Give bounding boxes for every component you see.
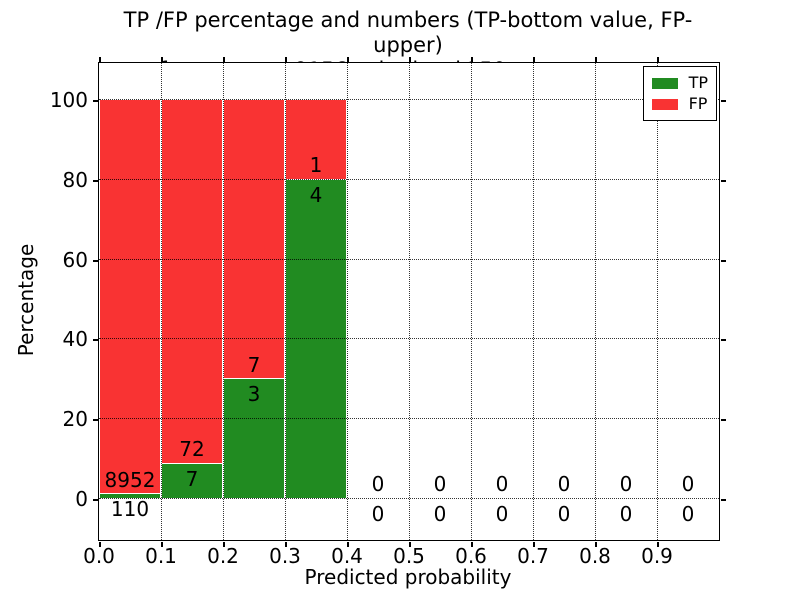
x-tick-top-0.7 — [533, 57, 535, 62]
fp-count-label-8: 0 — [619, 472, 633, 496]
grid-line-x-0.5 — [409, 63, 410, 540]
grid-line-x-0.2 — [223, 63, 224, 540]
x-axis-label: Predicted probability — [304, 565, 512, 589]
bar-tp-0 — [99, 493, 161, 498]
x-tick-label: 0.6 — [455, 544, 487, 568]
y-tick-left-40 — [93, 339, 98, 341]
x-tick-label: 0.1 — [145, 544, 177, 568]
legend: TP FP — [642, 66, 717, 121]
grid-line-x-0.9 — [657, 63, 658, 540]
tp-count-label-8: 0 — [619, 502, 633, 526]
x-tick-bottom-0.6 — [471, 542, 473, 547]
x-tick-label: 0.8 — [579, 544, 611, 568]
x-tick-top-0.4 — [347, 57, 349, 62]
y-tick-left-0 — [93, 499, 98, 501]
grid-line-x-0.7 — [533, 63, 534, 540]
x-tick-label: 0.0 — [83, 544, 115, 568]
legend-item-fp: FP — [651, 94, 708, 113]
fp-count-label-2: 7 — [247, 353, 261, 377]
legend-swatch-fp-icon — [651, 98, 678, 110]
x-tick-top-0.9 — [657, 57, 659, 62]
x-tick-bottom-0.0 — [99, 542, 101, 547]
x-tick-top-0.0 — [99, 57, 101, 62]
x-tick-bottom-0.5 — [409, 542, 411, 547]
chart-title-line1: TP /FP percentage and numbers (TP-bottom… — [123, 8, 693, 57]
x-tick-bottom-0.2 — [223, 542, 225, 547]
x-tick-bottom-0.1 — [161, 542, 163, 547]
tp-count-label-1: 7 — [185, 467, 199, 491]
grid-line-x-0.4 — [347, 63, 348, 540]
y-tick-right-40 — [721, 339, 726, 341]
x-tick-label: 0.7 — [517, 544, 549, 568]
fp-count-label-4: 0 — [371, 472, 385, 496]
grid-line-x-0.1 — [161, 63, 162, 540]
y-tick-left-20 — [93, 419, 98, 421]
fp-count-label-0: 8952 — [104, 468, 156, 492]
y-tick-right-60 — [721, 260, 726, 262]
x-tick-top-0.5 — [409, 57, 411, 62]
fp-count-label-3: 1 — [309, 153, 323, 177]
y-tick-label: 40 — [62, 327, 88, 351]
bar-fp-2 — [223, 99, 285, 378]
tp-count-label-2: 3 — [247, 382, 261, 406]
x-tick-top-0.8 — [595, 57, 597, 62]
legend-item-tp: TP — [651, 73, 708, 92]
x-tick-top-0.3 — [285, 57, 287, 62]
y-tick-label: 100 — [49, 88, 88, 112]
tp-count-label-9: 0 — [681, 502, 695, 526]
x-tick-top-0.6 — [471, 57, 473, 62]
fp-count-label-7: 0 — [557, 472, 571, 496]
tp-count-label-3: 4 — [309, 183, 323, 207]
x-tick-bottom-0.9 — [657, 542, 659, 547]
tp-count-label-5: 0 — [433, 502, 447, 526]
grid-line-x-0.6 — [471, 63, 472, 540]
y-tick-right-80 — [721, 180, 726, 182]
bar-tp-1 — [161, 463, 223, 498]
legend-swatch-tp-icon — [651, 77, 678, 89]
grid-line-x-0.3 — [285, 63, 286, 540]
fp-count-label-6: 0 — [495, 472, 509, 496]
x-tick-bottom-0.3 — [285, 542, 287, 547]
y-tick-left-100 — [93, 100, 98, 102]
x-tick-label: 0.3 — [269, 544, 301, 568]
tp-count-label-4: 0 — [371, 502, 385, 526]
y-tick-left-80 — [93, 180, 98, 182]
x-tick-label: 0.5 — [393, 544, 425, 568]
x-tick-bottom-0.8 — [595, 542, 597, 547]
fp-count-label-9: 0 — [681, 472, 695, 496]
x-tick-label: 0.9 — [641, 544, 673, 568]
x-tick-top-0.2 — [223, 57, 225, 62]
y-tick-label: 60 — [62, 248, 88, 272]
x-tick-label: 0.2 — [207, 544, 239, 568]
x-tick-bottom-0.4 — [347, 542, 349, 547]
tp-count-label-0: 110 — [110, 497, 150, 521]
legend-label-fp: FP — [688, 94, 708, 113]
x-tick-bottom-0.7 — [533, 542, 535, 547]
fp-count-label-1: 72 — [179, 437, 205, 461]
x-tick-top-0.1 — [161, 57, 163, 62]
legend-label-tp: TP — [688, 73, 708, 92]
bar-fp-1 — [161, 99, 223, 463]
y-tick-left-60 — [93, 260, 98, 262]
y-tick-label: 20 — [62, 407, 88, 431]
tp-count-label-6: 0 — [495, 502, 509, 526]
y-tick-right-0 — [721, 499, 726, 501]
y-tick-right-20 — [721, 419, 726, 421]
y-tick-right-100 — [721, 100, 726, 102]
fp-count-label-5: 0 — [433, 472, 447, 496]
plot-area: TP FP 8952 110 72 7 7 3 1 4 0 0 0 0 0 0 0 0 0 0 0 0 — [98, 62, 720, 541]
bar-fp-0 — [99, 99, 161, 493]
y-tick-label: 0 — [75, 487, 88, 511]
y-tick-label: 80 — [62, 168, 88, 192]
x-tick-label: 0.4 — [331, 544, 363, 568]
grid-line-x-0.8 — [595, 63, 596, 540]
tp-count-label-7: 0 — [557, 502, 571, 526]
